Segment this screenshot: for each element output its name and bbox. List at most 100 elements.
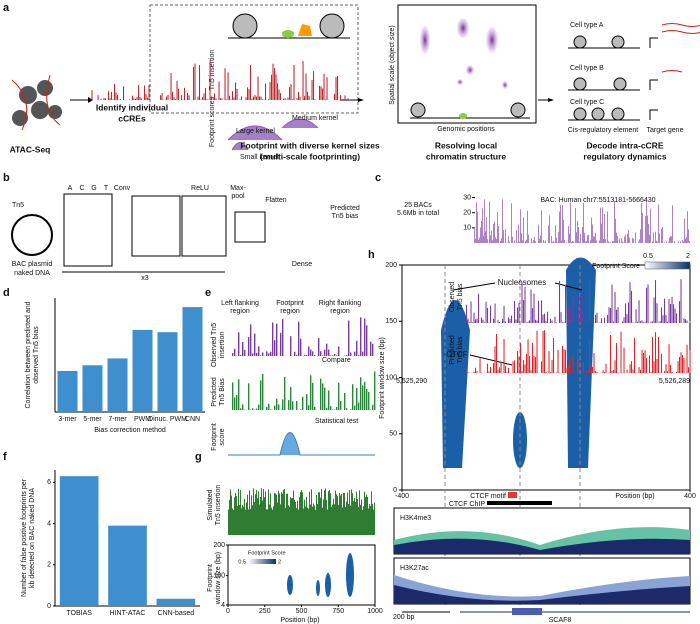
track-bar <box>221 98 223 100</box>
track-bar <box>194 63 196 100</box>
bar <box>157 332 178 412</box>
track-bar <box>635 309 637 323</box>
track-bar <box>570 202 571 243</box>
track-bar <box>541 361 543 373</box>
track-bar <box>596 371 598 373</box>
track-bar <box>571 320 573 323</box>
track-bar <box>534 237 535 243</box>
track-bar <box>260 380 262 410</box>
track-bar <box>268 99 270 100</box>
track-bar <box>628 302 630 323</box>
track-bar <box>138 85 140 100</box>
track-bar <box>676 313 678 323</box>
svg-text:Predicted: Predicted <box>449 335 456 365</box>
track-bar <box>646 198 647 243</box>
track-bar <box>542 314 544 323</box>
track-bar <box>629 282 631 323</box>
track-bar <box>517 350 519 373</box>
track-bar <box>661 228 662 243</box>
track-bar <box>526 353 528 373</box>
y-tick-label: 4 <box>47 520 51 527</box>
track-bar <box>479 237 480 243</box>
track-bar <box>635 232 636 243</box>
track-bar <box>315 509 316 535</box>
track-bar <box>643 322 645 323</box>
svg-text:insertion: insertion <box>219 332 226 359</box>
track-bar <box>239 504 240 535</box>
track-bar <box>595 232 596 243</box>
x-axis-label: Bias correction method <box>94 427 166 434</box>
track-bar <box>497 320 499 323</box>
track-bar <box>670 364 672 373</box>
svg-text:25 BACs: 25 BACs <box>404 202 432 209</box>
track-bar <box>689 240 690 243</box>
track-bar <box>253 96 255 100</box>
track-bar <box>526 239 527 243</box>
track-bar <box>580 293 582 323</box>
track-bar <box>328 491 329 535</box>
track-bar <box>299 96 301 100</box>
track-bar <box>301 490 302 535</box>
svg-text:Large kernel: Large kernel <box>236 128 275 135</box>
track-bar <box>276 398 278 410</box>
y-tick-label: 4 <box>221 602 225 609</box>
track-bar <box>345 507 346 535</box>
track-bar <box>601 223 602 243</box>
svg-text:Footprint: Footprint <box>211 423 218 451</box>
track-bar <box>373 509 374 535</box>
track-bar <box>647 215 648 243</box>
track-bar <box>314 406 316 410</box>
track-bar <box>293 490 294 535</box>
track-bar <box>657 241 658 243</box>
track-bar <box>593 352 595 373</box>
track-bar <box>338 504 339 535</box>
track-bar <box>633 238 634 243</box>
track-bar <box>613 321 615 323</box>
track-bar <box>661 353 663 373</box>
track-bar <box>671 236 672 243</box>
svg-text:g: g <box>195 451 202 463</box>
track-bar <box>346 355 348 356</box>
track-bar <box>268 353 270 356</box>
track-bar <box>656 359 658 373</box>
track-bar <box>184 87 186 100</box>
track-bar <box>308 95 310 100</box>
track-bar <box>553 338 555 373</box>
track-bar <box>307 507 308 535</box>
track-bar <box>308 346 310 356</box>
svg-text:Flatten: Flatten <box>265 197 287 204</box>
track-bar <box>493 363 495 373</box>
track-bar <box>646 358 648 373</box>
track-bar <box>236 88 238 100</box>
track-bar <box>343 492 344 535</box>
track-bar <box>556 322 558 323</box>
track-bar <box>232 508 233 535</box>
track-bar <box>314 355 316 356</box>
svg-text:regulatory dynamics: regulatory dynamics <box>583 151 666 161</box>
track-bar <box>284 376 286 410</box>
track-bar <box>358 402 360 410</box>
track-bar <box>338 382 340 410</box>
svg-text:Tn5 bias: Tn5 bias <box>332 213 359 220</box>
track-bar <box>228 509 229 535</box>
track-bar <box>262 352 264 356</box>
svg-text:e: e <box>205 287 211 299</box>
track-bar <box>232 91 234 100</box>
track-bar <box>555 225 556 243</box>
track-bar <box>336 494 337 535</box>
track-bar <box>518 302 520 323</box>
track-bar <box>566 322 568 323</box>
y-tick-label: 50 <box>389 431 397 438</box>
track-bar <box>626 369 628 373</box>
track-bar <box>242 404 244 410</box>
track-bar <box>120 99 122 100</box>
track-bar <box>626 314 628 323</box>
track-bar <box>304 96 306 100</box>
track-bar <box>490 235 491 243</box>
svg-text:Target gene: Target gene <box>647 127 684 134</box>
track-bar <box>364 381 366 410</box>
track-bar <box>214 93 216 100</box>
track-bar <box>650 208 651 243</box>
track-bar <box>511 315 513 323</box>
track-bar <box>478 239 479 243</box>
